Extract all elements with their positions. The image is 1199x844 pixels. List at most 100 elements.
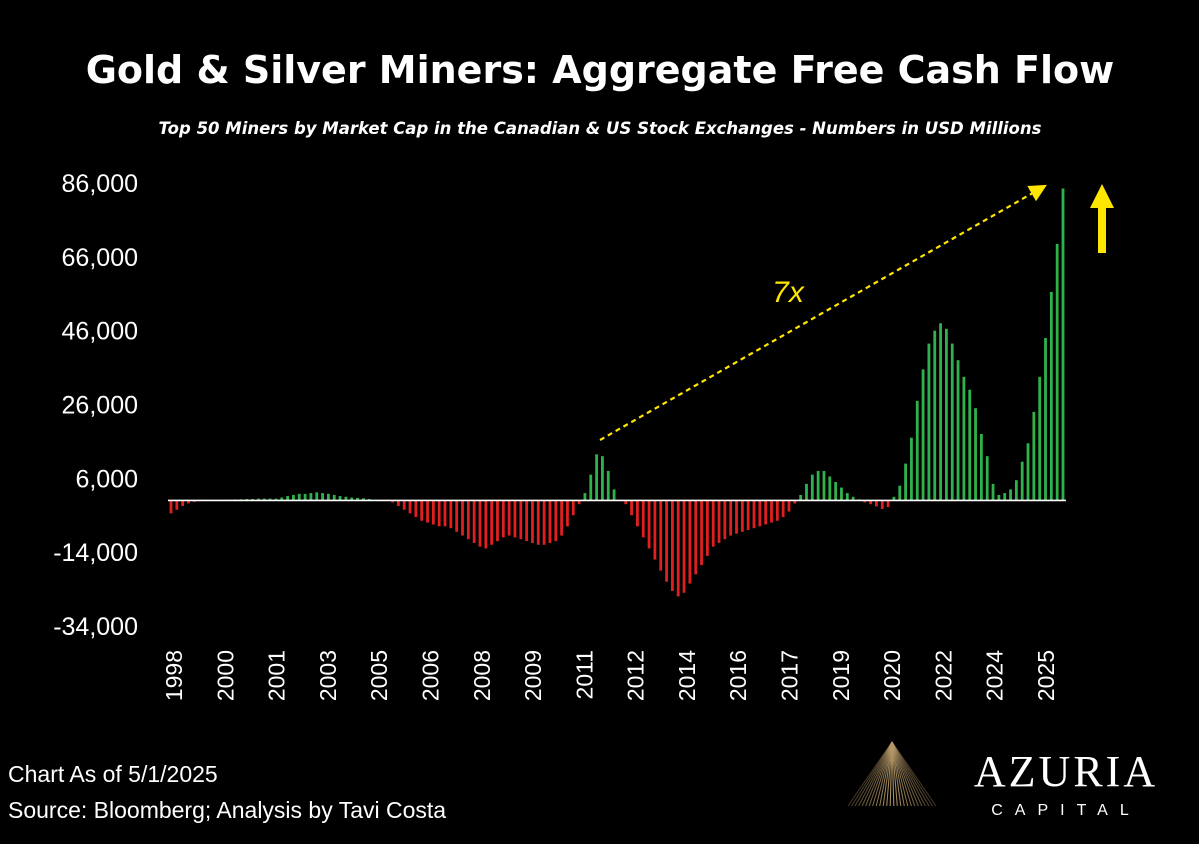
bar — [700, 500, 703, 566]
bar — [799, 494, 803, 501]
bar — [466, 500, 470, 540]
y-tick-label: 26,000 — [62, 392, 138, 420]
bar — [297, 493, 301, 501]
bar — [490, 500, 494, 545]
logo-ray — [891, 741, 909, 807]
bar — [321, 493, 324, 501]
logo-fan-icon — [847, 741, 937, 807]
bar — [566, 500, 569, 527]
y-tick-label: -34,000 — [53, 613, 138, 641]
x-tick-label: 2017 — [777, 650, 803, 701]
logo-ray — [891, 741, 905, 807]
logo-tagline: CAPITAL — [991, 802, 1141, 819]
bar — [455, 500, 459, 532]
bar — [501, 500, 505, 538]
bar — [420, 500, 424, 521]
bar — [968, 389, 972, 501]
bar — [583, 493, 587, 501]
bar — [781, 500, 785, 518]
bar — [513, 500, 517, 538]
bar — [519, 500, 523, 540]
bar — [1061, 188, 1065, 501]
bar — [770, 500, 773, 523]
bar — [361, 498, 365, 501]
y-axis-tick-labels: 86,000 66,000 46,000 26,000 6,000 -14,000 -34,… — [53, 170, 138, 641]
bar — [548, 500, 552, 543]
bar — [560, 500, 564, 536]
bar — [461, 500, 464, 536]
bar — [554, 500, 558, 542]
bar — [956, 360, 960, 501]
bar — [694, 500, 698, 575]
bar — [828, 476, 832, 501]
bar — [402, 500, 406, 510]
bar — [711, 500, 715, 547]
bar — [478, 500, 482, 547]
bar — [997, 494, 1001, 501]
bar — [577, 500, 581, 505]
logo-ray — [891, 741, 930, 807]
bar — [612, 489, 616, 501]
bar — [834, 482, 838, 501]
bar — [257, 498, 260, 501]
bar — [945, 328, 948, 501]
x-tick-label: 2000 — [212, 650, 238, 701]
bar — [268, 498, 272, 501]
x-tick-label: 2006 — [417, 650, 443, 701]
bar — [1020, 461, 1024, 501]
x-tick-label: 2024 — [982, 650, 1008, 701]
bar — [915, 400, 919, 501]
y-tick-label: -14,000 — [53, 539, 138, 567]
bar — [904, 463, 907, 501]
logo-ray — [891, 741, 923, 807]
bar — [601, 456, 604, 501]
logo-ray — [891, 741, 933, 807]
x-tick-label: 2001 — [264, 650, 290, 701]
bar — [705, 500, 709, 556]
x-axis-tick-labels: 1998 2000 2001 2003 2005 2006 2008 2009 2011 2012… — [161, 650, 1059, 701]
bar — [315, 492, 319, 501]
x-tick-label: 2022 — [930, 650, 956, 701]
bar — [187, 500, 190, 504]
x-tick-label: 2014 — [674, 650, 700, 701]
bar — [1009, 489, 1012, 501]
bar — [775, 500, 779, 521]
bar — [653, 500, 657, 560]
bar — [630, 500, 633, 516]
bar — [356, 497, 359, 501]
bar — [962, 376, 966, 501]
chart-as-of-note: Chart As of 5/1/2025 — [8, 761, 218, 787]
y-tick-label: 86,000 — [62, 170, 138, 198]
bar — [344, 496, 348, 501]
bar — [280, 497, 284, 501]
bar — [886, 500, 890, 508]
y-tick-label: 66,000 — [62, 244, 138, 272]
bar — [414, 500, 418, 518]
bar — [169, 500, 173, 514]
bar — [606, 470, 610, 501]
bar — [950, 343, 954, 501]
bar — [927, 343, 931, 501]
logo-ray — [854, 741, 893, 807]
bar — [688, 500, 692, 584]
logo-name: AZURIA — [974, 747, 1158, 796]
bar — [991, 483, 995, 501]
bar — [542, 500, 546, 545]
bar — [758, 500, 762, 527]
bar — [507, 500, 511, 536]
up-arrow-icon — [1090, 184, 1114, 253]
bar — [595, 454, 598, 501]
bar — [898, 485, 902, 501]
bar — [274, 498, 278, 501]
bar — [525, 500, 529, 542]
y-tick-label: 46,000 — [62, 318, 138, 346]
logo-ray — [868, 741, 893, 807]
bar — [531, 500, 534, 543]
bar — [181, 500, 185, 507]
x-tick-label: 2011 — [571, 650, 597, 699]
bar — [396, 500, 400, 507]
bar-series — [169, 188, 1065, 597]
bar — [793, 500, 797, 504]
bar — [840, 487, 843, 501]
